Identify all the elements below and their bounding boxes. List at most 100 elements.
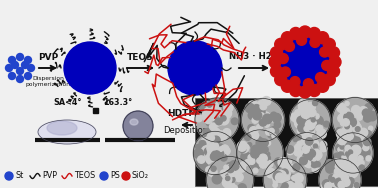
Circle shape xyxy=(352,158,357,164)
Circle shape xyxy=(316,73,325,83)
Circle shape xyxy=(213,107,221,115)
Circle shape xyxy=(322,180,331,188)
Circle shape xyxy=(351,152,358,158)
Circle shape xyxy=(306,102,315,112)
Circle shape xyxy=(366,156,371,161)
Circle shape xyxy=(220,154,227,161)
Circle shape xyxy=(194,149,203,158)
Circle shape xyxy=(254,113,262,120)
Circle shape xyxy=(259,119,266,126)
Circle shape xyxy=(336,144,343,151)
Circle shape xyxy=(313,144,318,148)
Circle shape xyxy=(123,111,153,141)
Circle shape xyxy=(293,137,297,142)
Text: SA<4°: SA<4° xyxy=(54,98,82,107)
Circle shape xyxy=(203,129,208,133)
Circle shape xyxy=(198,159,203,164)
Circle shape xyxy=(225,180,234,188)
Bar xyxy=(93,108,98,113)
Circle shape xyxy=(217,148,225,156)
Circle shape xyxy=(355,108,364,117)
Circle shape xyxy=(213,128,220,135)
Circle shape xyxy=(244,145,249,150)
Circle shape xyxy=(311,118,315,122)
Circle shape xyxy=(217,132,227,141)
Circle shape xyxy=(342,168,350,175)
Circle shape xyxy=(304,126,309,131)
Circle shape xyxy=(209,121,215,127)
Circle shape xyxy=(357,156,363,162)
Circle shape xyxy=(251,145,261,155)
Circle shape xyxy=(215,118,222,125)
Circle shape xyxy=(339,156,346,163)
Circle shape xyxy=(212,128,218,134)
Circle shape xyxy=(248,143,252,147)
Circle shape xyxy=(346,113,352,119)
Circle shape xyxy=(291,113,299,122)
Circle shape xyxy=(220,175,227,181)
FancyBboxPatch shape xyxy=(195,98,378,186)
Circle shape xyxy=(251,132,259,139)
Circle shape xyxy=(223,148,230,155)
Circle shape xyxy=(299,133,309,143)
Circle shape xyxy=(303,146,310,153)
Circle shape xyxy=(281,32,293,44)
Circle shape xyxy=(299,26,311,38)
Circle shape xyxy=(206,156,254,188)
Circle shape xyxy=(342,116,353,126)
Circle shape xyxy=(312,149,320,157)
Circle shape xyxy=(335,178,344,187)
Circle shape xyxy=(8,73,15,80)
Circle shape xyxy=(345,149,354,158)
Circle shape xyxy=(299,134,306,140)
Circle shape xyxy=(338,152,344,158)
Circle shape xyxy=(214,133,218,137)
Circle shape xyxy=(290,85,302,96)
Circle shape xyxy=(306,133,311,138)
Circle shape xyxy=(359,128,368,137)
Circle shape xyxy=(345,102,349,106)
Circle shape xyxy=(304,119,309,124)
Circle shape xyxy=(224,176,232,183)
Circle shape xyxy=(273,171,282,180)
Text: PVP: PVP xyxy=(42,171,57,180)
Circle shape xyxy=(350,120,359,130)
Circle shape xyxy=(337,103,346,112)
Circle shape xyxy=(365,103,373,111)
Circle shape xyxy=(257,113,265,120)
Circle shape xyxy=(290,77,300,87)
Circle shape xyxy=(293,164,300,171)
Circle shape xyxy=(225,164,235,174)
Circle shape xyxy=(287,159,291,164)
Circle shape xyxy=(313,100,318,106)
Circle shape xyxy=(307,113,315,120)
Circle shape xyxy=(248,101,256,108)
Circle shape xyxy=(275,38,287,50)
Circle shape xyxy=(64,42,116,94)
Circle shape xyxy=(251,112,260,121)
Circle shape xyxy=(223,175,232,184)
Circle shape xyxy=(263,114,272,124)
Circle shape xyxy=(285,171,290,177)
Circle shape xyxy=(268,131,274,138)
Circle shape xyxy=(274,158,283,166)
Circle shape xyxy=(234,174,240,180)
Circle shape xyxy=(351,145,361,155)
Circle shape xyxy=(259,159,268,168)
Circle shape xyxy=(310,109,316,115)
Circle shape xyxy=(253,105,260,112)
Circle shape xyxy=(299,157,307,165)
Ellipse shape xyxy=(38,120,96,144)
Circle shape xyxy=(354,183,359,187)
Circle shape xyxy=(355,127,360,131)
Circle shape xyxy=(295,118,305,128)
Circle shape xyxy=(210,142,217,150)
Circle shape xyxy=(348,118,356,127)
Circle shape xyxy=(224,174,230,180)
Circle shape xyxy=(264,112,269,117)
Circle shape xyxy=(209,106,219,115)
Circle shape xyxy=(306,161,312,168)
Circle shape xyxy=(196,159,206,168)
Circle shape xyxy=(211,153,218,161)
Circle shape xyxy=(211,113,215,117)
